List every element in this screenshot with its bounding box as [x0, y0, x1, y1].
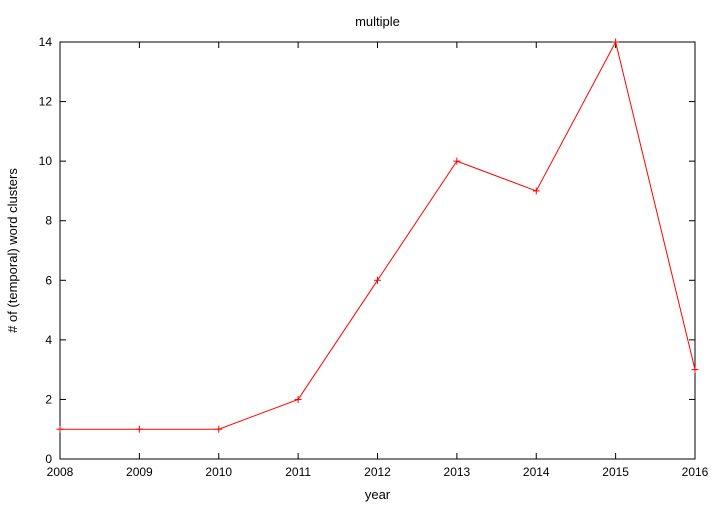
plot-frame-group	[59, 41, 696, 460]
data-point-marker	[135, 425, 143, 433]
data-point-marker	[453, 157, 461, 165]
y-tick-label: 10	[39, 154, 53, 168]
data-point-marker	[532, 187, 540, 195]
series-group	[56, 38, 699, 433]
data-point-marker	[294, 395, 302, 403]
x-tick-label: 2016	[682, 465, 709, 479]
data-point-marker	[215, 425, 223, 433]
y-tick-label: 2	[45, 392, 52, 406]
data-point-marker	[374, 276, 381, 284]
x-tick-label: 2010	[205, 465, 232, 479]
y-tick-label: 12	[39, 95, 53, 109]
x-tick-label: 2015	[602, 465, 629, 479]
y-tick-label: 6	[45, 273, 52, 287]
data-point-marker	[56, 425, 64, 433]
x-tick-label: 2013	[444, 465, 471, 479]
data-point-marker	[691, 366, 699, 374]
y-axis-label: # of (temporal) word clusters	[5, 168, 20, 333]
x-tick-label: 2011	[285, 465, 311, 479]
y-tick-label: 4	[45, 333, 52, 347]
data-point-marker	[612, 38, 620, 46]
ticks-group: 2008 2009 2010 2011 2012 2013 2014 2015 2016 0 2 4 6…	[39, 35, 709, 479]
y-tick-label: 8	[45, 214, 52, 228]
y-tick-label: 14	[39, 35, 53, 49]
x-tick-label: 2012	[364, 465, 391, 479]
x-tick-label: 2014	[523, 465, 550, 479]
series-line	[60, 40, 696, 430]
x-axis-label: year	[365, 487, 391, 502]
plot-frame	[59, 41, 696, 460]
y-tick-label: 0	[45, 452, 52, 466]
x-tick-label: 2008	[47, 465, 74, 479]
x-tick-label: 2009	[126, 465, 153, 479]
chart-title: multiple	[355, 14, 400, 29]
